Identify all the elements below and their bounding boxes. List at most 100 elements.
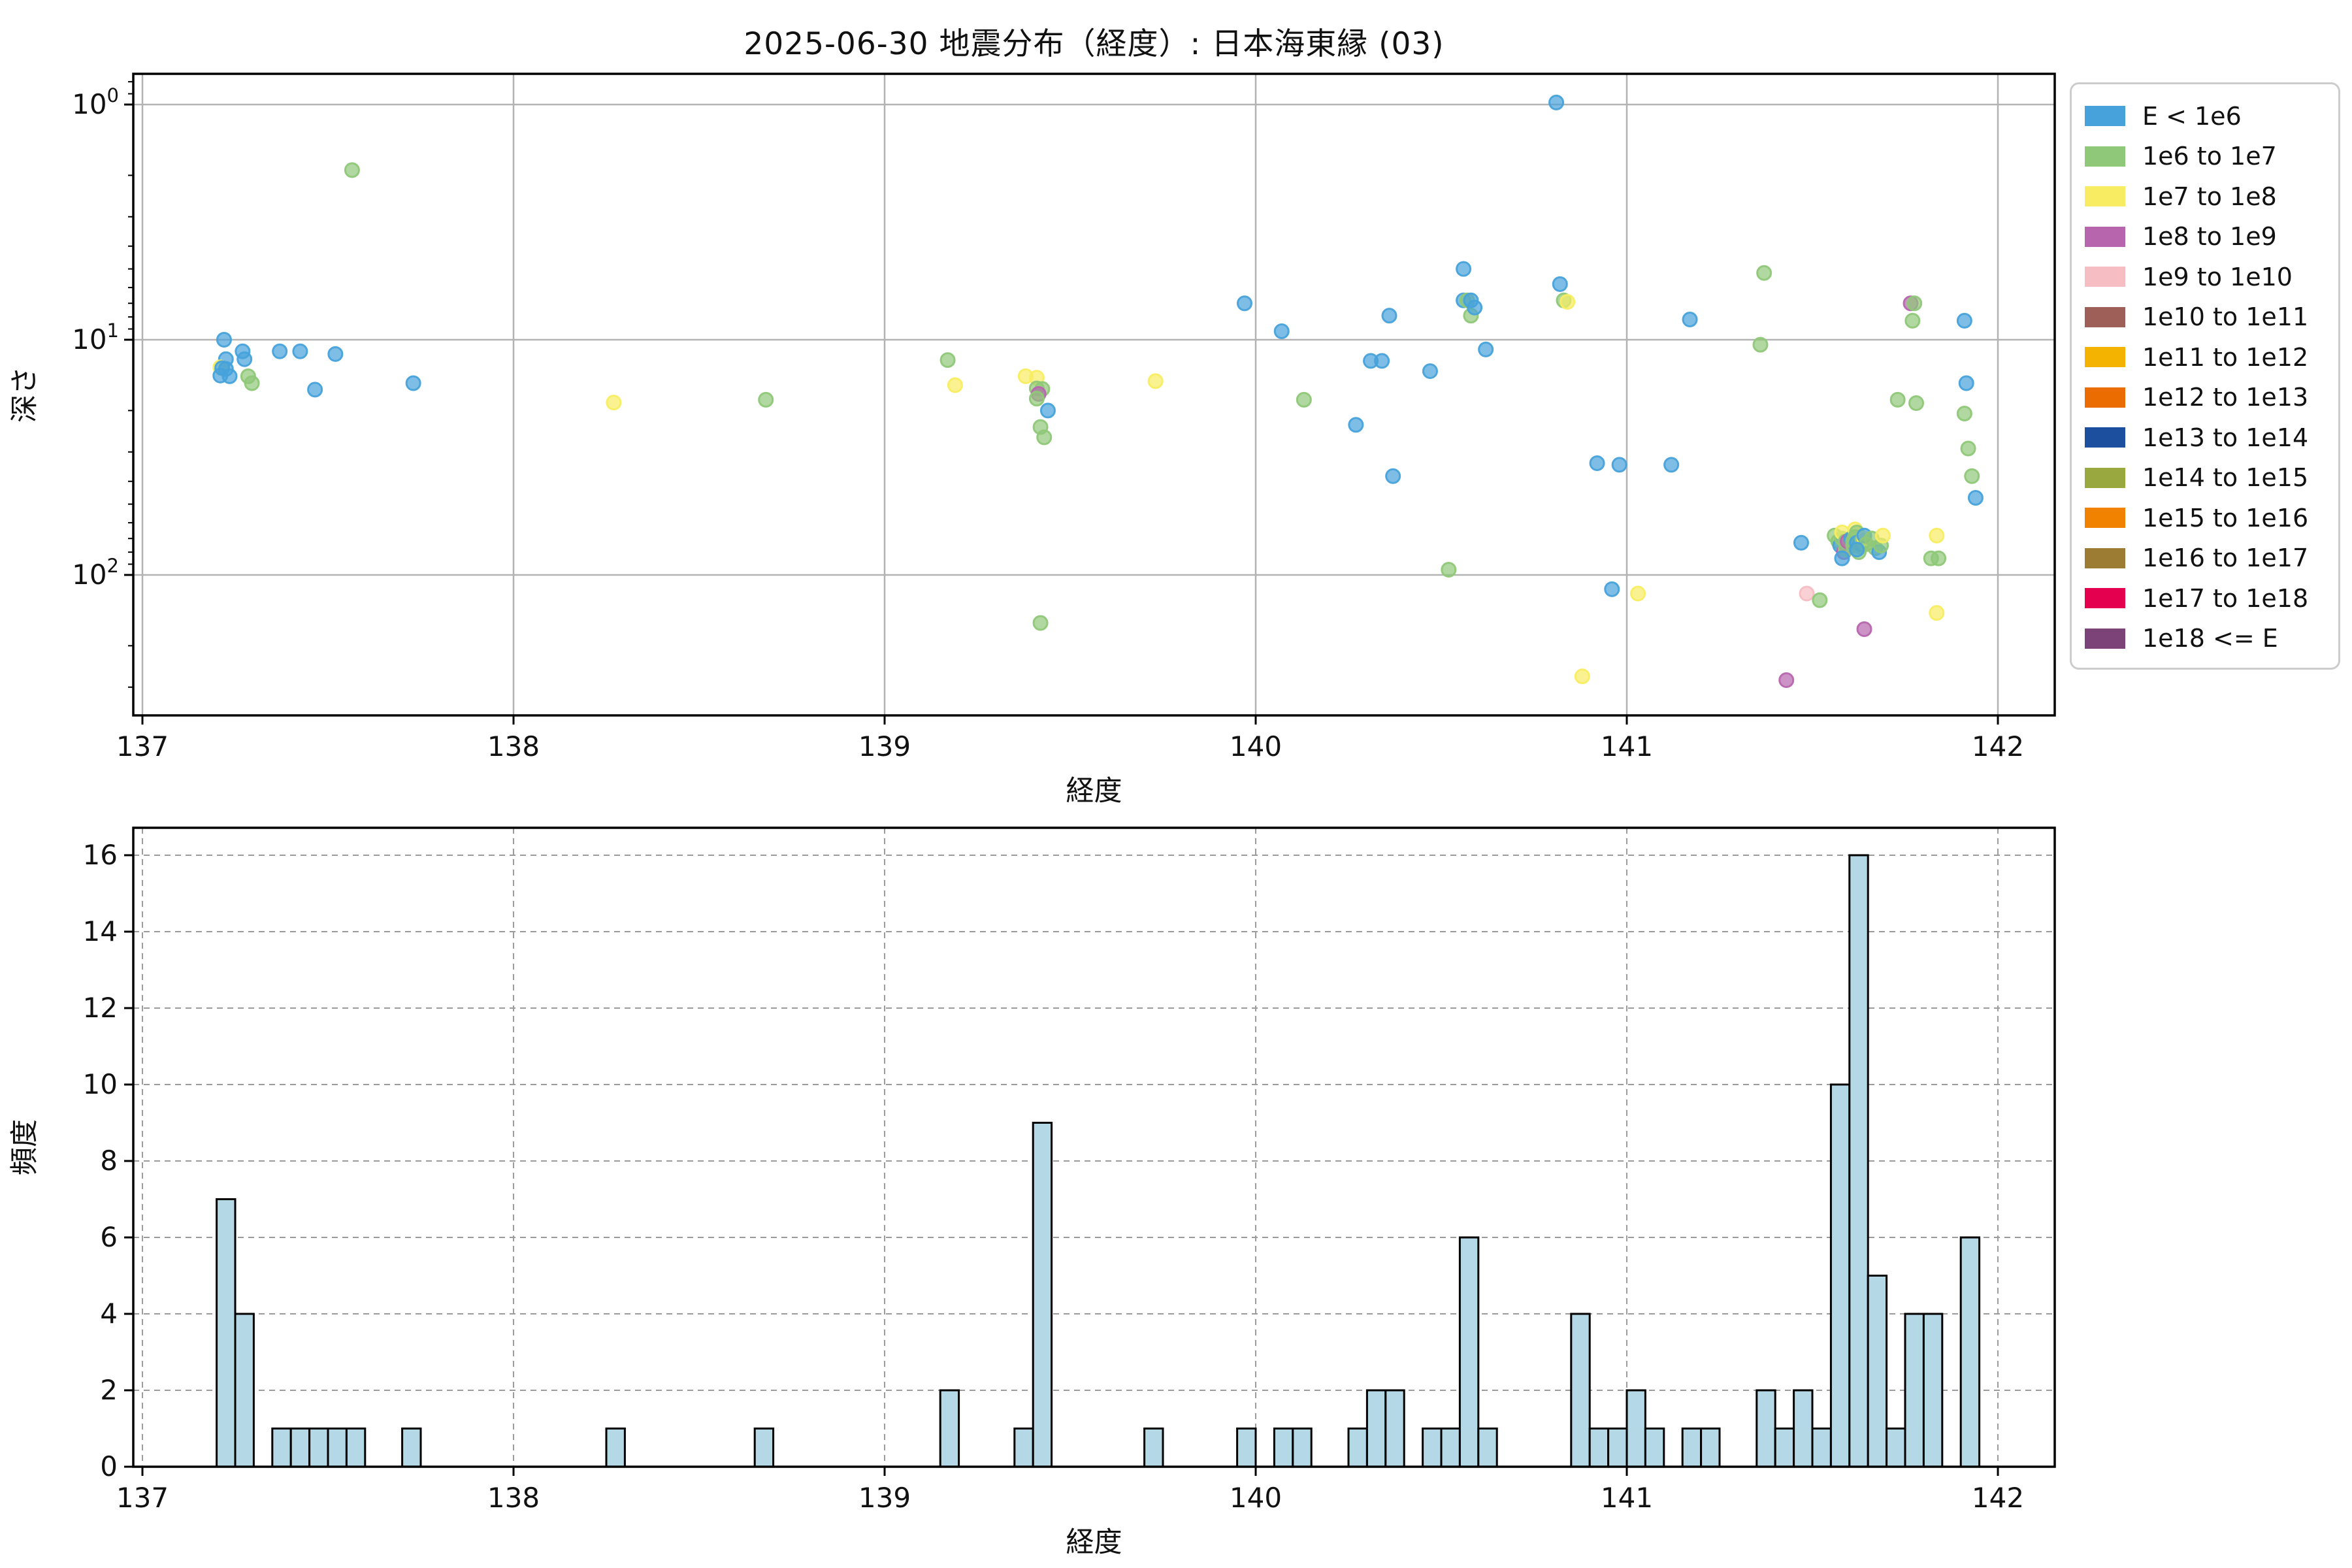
y-tick-label: 12 bbox=[83, 992, 118, 1024]
legend-swatch-icon bbox=[2085, 186, 2125, 207]
scatter-point bbox=[1589, 455, 1605, 472]
x-tick-label: 141 bbox=[1601, 1482, 1653, 1514]
scatter-point bbox=[1032, 615, 1049, 631]
legend-item: 1e6 to 1e7 bbox=[2085, 137, 2329, 177]
scatter-point bbox=[1604, 581, 1620, 597]
legend-label: 1e13 to 1e14 bbox=[2142, 423, 2309, 452]
scatter-point bbox=[1381, 308, 1397, 324]
scatter-point bbox=[1039, 402, 1056, 419]
histogram-bar bbox=[308, 1428, 329, 1468]
histogram-ylabel: 頻度 bbox=[8, 1119, 41, 1175]
legend-swatch-icon bbox=[2085, 267, 2125, 287]
histogram-bar bbox=[1236, 1428, 1257, 1468]
histogram-bar bbox=[1681, 1428, 1703, 1468]
scatter-point bbox=[1967, 489, 1984, 506]
y-tick-label: 0 bbox=[100, 1450, 118, 1482]
x-tick-label: 137 bbox=[116, 1482, 169, 1514]
legend-swatch-icon bbox=[2085, 508, 2125, 529]
scatter-point bbox=[1812, 592, 1828, 608]
histogram-bar bbox=[216, 1198, 237, 1468]
y-tick-label: 100 bbox=[72, 84, 119, 120]
legend-item: 1e12 to 1e13 bbox=[2085, 378, 2329, 418]
scatter-point bbox=[216, 332, 232, 348]
scatter-point bbox=[1236, 295, 1252, 312]
legend-item: 1e11 to 1e12 bbox=[2085, 337, 2329, 378]
scatter-point bbox=[1874, 527, 1891, 544]
histogram-bar bbox=[1886, 1428, 1906, 1468]
legend-label: E < 1e6 bbox=[2142, 101, 2242, 131]
y-tick-label: 16 bbox=[83, 839, 118, 871]
legend-swatch-icon bbox=[2085, 226, 2125, 247]
scatter-point bbox=[1422, 363, 1438, 380]
y-tick-label: 101 bbox=[72, 319, 119, 355]
legend-item: 1e7 to 1e8 bbox=[2085, 176, 2329, 217]
histogram-bar bbox=[1756, 1389, 1776, 1468]
scatter-frame bbox=[132, 73, 2056, 717]
legend-label: 1e14 to 1e15 bbox=[2142, 463, 2309, 493]
histogram-bar bbox=[1292, 1428, 1313, 1468]
histogram-bar bbox=[1811, 1428, 1832, 1468]
histogram-frame bbox=[132, 826, 2056, 1468]
histogram-bar bbox=[271, 1428, 292, 1468]
x-tick-label: 139 bbox=[858, 1482, 911, 1514]
histogram-bar bbox=[1013, 1428, 1034, 1468]
histogram-xlabel: 経度 bbox=[1066, 1526, 1122, 1559]
legend-label: 1e6 to 1e7 bbox=[2142, 142, 2277, 171]
legend-label: 1e9 to 1e10 bbox=[2142, 262, 2293, 291]
scatter-point bbox=[1908, 395, 1925, 412]
histogram-bar bbox=[345, 1428, 367, 1468]
scatter-point bbox=[1756, 265, 1772, 281]
scatter-point bbox=[1441, 561, 1457, 578]
scatter-point bbox=[1849, 542, 1865, 558]
legend-swatch-icon bbox=[2085, 427, 2125, 448]
y-tick-label: 10 bbox=[83, 1068, 118, 1100]
histogram-bar bbox=[1644, 1428, 1665, 1468]
scatter-point bbox=[1834, 550, 1850, 566]
scatter-point bbox=[1929, 527, 1945, 544]
scatter-point bbox=[1960, 440, 1976, 457]
legend-swatch-icon bbox=[2085, 306, 2125, 327]
scatter-plot: 137 138 139 140 141 142 100 101 102 経度 深さ bbox=[8, 73, 2056, 808]
histogram-bar bbox=[1570, 1313, 1591, 1468]
legend-box: E < 1e6 1e6 to 1e7 1e7 to 1e8 1e8 to 1e9 1e9… bbox=[2070, 82, 2340, 670]
histogram-bar bbox=[1347, 1428, 1368, 1468]
y-tick-label: 102 bbox=[72, 555, 119, 591]
scatter-point bbox=[1799, 585, 1815, 602]
scatter-xlabel: 経度 bbox=[1066, 775, 1122, 808]
x-tick-label: 140 bbox=[1230, 730, 1282, 762]
legend-label: 1e18 <= E bbox=[2142, 624, 2278, 653]
scatter-point bbox=[1478, 341, 1494, 357]
x-tick-label: 141 bbox=[1601, 730, 1653, 762]
x-tick-label: 140 bbox=[1230, 1482, 1282, 1514]
scatter-point bbox=[1778, 672, 1795, 688]
legend-item: 1e15 to 1e16 bbox=[2085, 498, 2329, 538]
histogram-bar bbox=[1774, 1428, 1795, 1468]
y-tick-label: 14 bbox=[83, 915, 118, 947]
histogram-bar bbox=[1143, 1428, 1164, 1468]
x-tick-label: 142 bbox=[1972, 730, 2024, 762]
scatter-point bbox=[1904, 312, 1921, 329]
histogram-bar bbox=[289, 1428, 311, 1468]
legend-swatch-icon bbox=[2085, 106, 2125, 127]
legend-label: 1e11 to 1e12 bbox=[2142, 342, 2309, 372]
histogram-bar bbox=[1458, 1236, 1480, 1468]
histogram-bar bbox=[1829, 1083, 1851, 1468]
legend-label: 1e16 to 1e17 bbox=[2142, 544, 2309, 573]
histogram-bar bbox=[1700, 1428, 1721, 1468]
x-tick-label: 138 bbox=[487, 730, 540, 762]
legend-label: 1e7 to 1e8 bbox=[2142, 182, 2277, 211]
histogram-bar bbox=[1922, 1313, 1944, 1468]
legend-swatch-icon bbox=[2085, 347, 2125, 368]
scatter-point bbox=[1663, 457, 1680, 473]
scatter-point bbox=[947, 377, 963, 393]
scatter-point bbox=[1752, 336, 1769, 353]
histogram-bar bbox=[939, 1389, 960, 1468]
legend-label: 1e8 to 1e9 bbox=[2142, 222, 2277, 252]
y-tick-label: 6 bbox=[100, 1221, 118, 1253]
histogram-bar bbox=[1867, 1275, 1888, 1468]
legend-item: 1e14 to 1e15 bbox=[2085, 458, 2329, 498]
scatter-point bbox=[244, 375, 260, 391]
histogram-bar bbox=[1588, 1428, 1610, 1468]
legend-swatch-icon bbox=[2085, 387, 2125, 408]
